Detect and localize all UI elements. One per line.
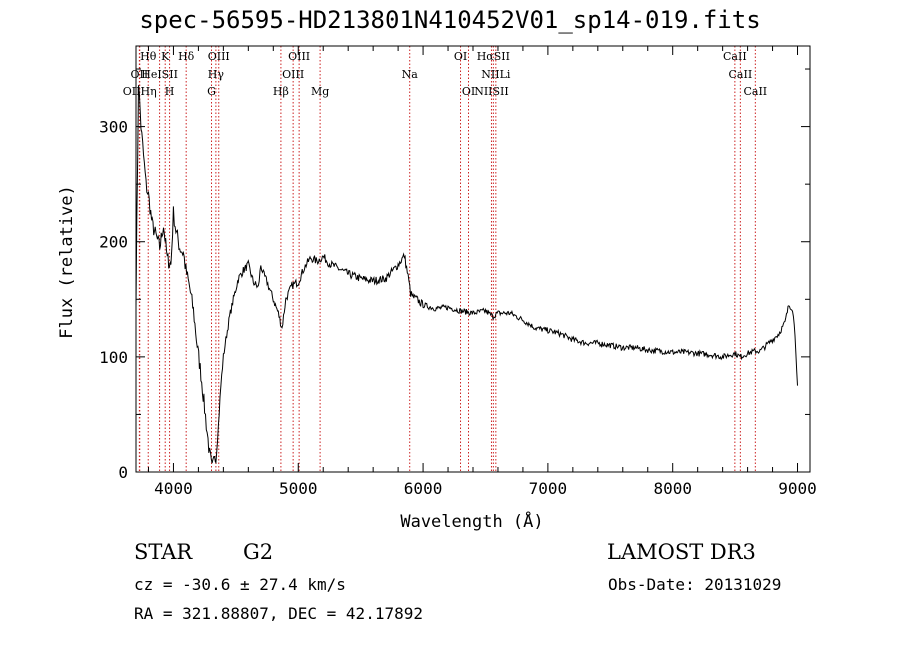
- coordinates-readout: RA = 321.88807, DEC = 42.17892: [134, 604, 423, 623]
- y-tick-label: 300: [99, 118, 128, 137]
- x-axis-label: Wavelength (Å): [400, 510, 543, 532]
- line-label: OII: [131, 68, 149, 81]
- line-label: OI: [462, 85, 475, 98]
- object-subclass: G2: [243, 540, 274, 564]
- spectrum-line: [135, 85, 798, 464]
- x-tick-label: 8000: [653, 479, 692, 498]
- y-tick-label: 0: [118, 463, 128, 482]
- line-label: Hβ: [273, 85, 289, 98]
- line-label: OIII: [208, 50, 230, 63]
- spectrum-series: [135, 85, 798, 464]
- line-label: NIILi: [481, 68, 511, 81]
- x-tick-label: 9000: [778, 479, 817, 498]
- x-tick-label: 6000: [404, 479, 443, 498]
- x-tick-label: 7000: [529, 479, 568, 498]
- line-label: Mg: [311, 85, 329, 98]
- chart-title: spec-56595-HD213801N410452V01_sp14-019.f…: [139, 6, 761, 34]
- y-tick-label: 200: [99, 233, 128, 252]
- line-label: HαSII: [477, 50, 510, 63]
- x-tick-label: 4000: [154, 479, 193, 498]
- line-label: NIISII: [474, 85, 509, 98]
- line-label: OIII: [282, 68, 304, 81]
- x-tick-label: 5000: [279, 479, 318, 498]
- spectral-line-markers: [138, 46, 756, 472]
- redshift-readout: cz = -30.6 ± 27.4 km/s: [134, 575, 346, 594]
- y-axis-label: Flux (relative): [57, 185, 77, 339]
- survey-name: LAMOST DR3: [607, 540, 756, 564]
- line-label: Hδ: [178, 50, 195, 63]
- line-label: OI: [454, 50, 467, 63]
- axis-ticks: 4000 5000 6000 7000 8000 9000 0 100 200 300: [99, 46, 817, 498]
- y-tick-label: 100: [99, 348, 128, 367]
- line-label: HeISII: [141, 68, 178, 81]
- observation-date: Obs-Date: 20131029: [608, 575, 782, 594]
- line-label: OIII: [288, 50, 310, 63]
- line-label: Hγ: [208, 68, 225, 81]
- line-label: CaII: [729, 68, 753, 81]
- line-label: Na: [402, 68, 419, 81]
- line-label: Hθ: [140, 50, 157, 63]
- line-label: H: [165, 85, 175, 98]
- line-label: CaII: [723, 50, 747, 63]
- line-label: K: [161, 50, 170, 63]
- plot-frame: [135, 45, 811, 473]
- line-label: OIIHη: [123, 85, 157, 98]
- object-class: STAR: [134, 540, 193, 564]
- line-label: CaII: [743, 85, 767, 98]
- line-label: G: [207, 85, 216, 98]
